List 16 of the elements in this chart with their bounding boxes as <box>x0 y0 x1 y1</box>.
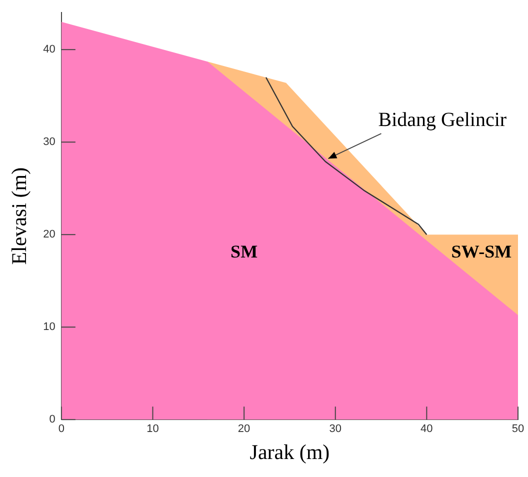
annotation: Bidang Gelincir <box>378 108 507 131</box>
y-tick-label: 30 <box>43 136 56 148</box>
x-tick-label: 10 <box>146 423 159 436</box>
series-label: SW-SM <box>451 241 512 262</box>
x-tick-label: 40 <box>420 423 433 436</box>
x-tick-label: 0 <box>58 423 64 436</box>
y-tick-label: 0 <box>49 414 56 426</box>
x-tick-label: 20 <box>238 423 250 436</box>
y-tick-label: 20 <box>43 228 56 241</box>
y-tick-label: 10 <box>43 321 56 334</box>
x-tick-label: 30 <box>329 423 342 436</box>
x-tick-label: 50 <box>512 423 524 436</box>
y-tick-label: 40 <box>43 44 56 56</box>
x-axis-title: Jarak (m) <box>250 440 330 464</box>
y-axis-title: Elevasi (m) <box>7 167 32 265</box>
series-label: SM <box>230 241 258 262</box>
